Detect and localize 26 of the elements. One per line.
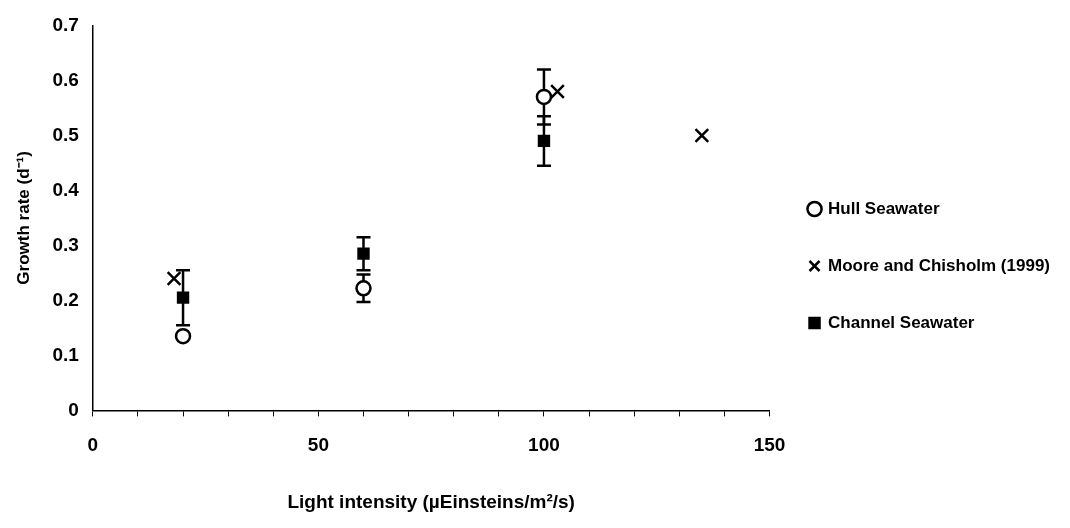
point	[537, 134, 551, 148]
legend-label: Hull Seawater	[828, 198, 940, 218]
point	[174, 327, 192, 345]
y-tick-label: 0.3	[52, 233, 79, 255]
point	[357, 247, 370, 260]
x-tick-label: 50	[307, 434, 329, 456]
y-tick-label: 0.7	[52, 13, 79, 35]
y-tick-label: 0.4	[52, 178, 80, 200]
y-tick-label: 0.2	[52, 288, 79, 310]
x-tick-label: 100	[528, 434, 560, 456]
point	[176, 291, 190, 304]
x-tick-label: 0	[87, 434, 99, 456]
x-axis-title: Light intensity (µEinsteins/m²/s)	[287, 490, 575, 512]
point	[549, 83, 566, 100]
legend-label: Moore and Chisholm (1999)	[828, 255, 1050, 275]
y-tick-label: 0.5	[52, 123, 80, 145]
y-tick-label: 0	[68, 398, 79, 420]
y-tick-label: 0.1	[52, 343, 80, 365]
y-tick-label: 0.6	[52, 68, 79, 90]
point	[535, 88, 553, 106]
x-tick-label: 150	[753, 434, 786, 456]
point	[355, 280, 372, 297]
y-axis-title: Growth rate (d⁻¹)	[13, 151, 33, 285]
point	[166, 270, 182, 287]
point	[694, 127, 710, 144]
legend-label: Channel Seawater	[828, 312, 975, 332]
